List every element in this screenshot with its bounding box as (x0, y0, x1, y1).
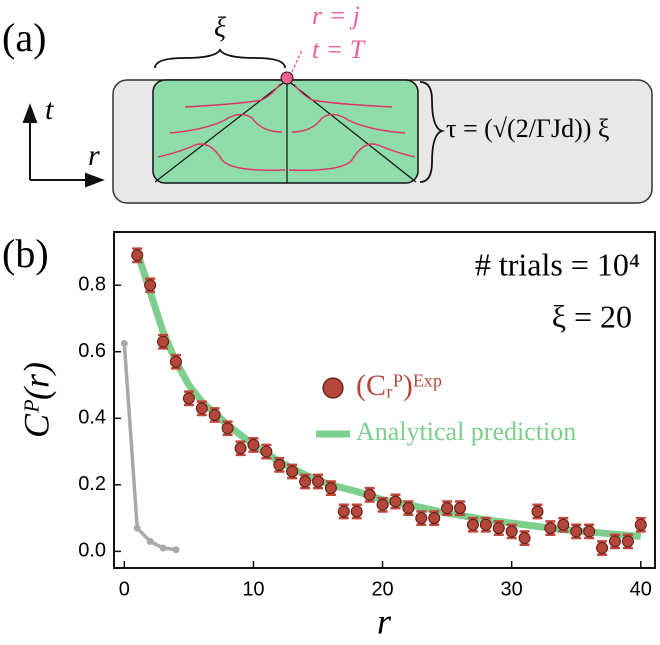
legend-label: (Cᵣᴾ)ᴱˣᵖ (356, 369, 442, 402)
annotation: # trials = 10⁴ (475, 246, 640, 282)
point (120, 339, 128, 347)
x-tick-label: 0 (119, 578, 130, 600)
point-label: t = T (312, 35, 366, 64)
r-axis-label: r (88, 139, 100, 172)
point (376, 498, 389, 511)
point (557, 518, 570, 531)
axes-arrows (22, 103, 105, 188)
point (159, 544, 167, 552)
point (570, 525, 583, 538)
line (122, 343, 177, 552)
point (146, 537, 154, 545)
point-label: r = j (312, 1, 360, 30)
target-point (280, 71, 294, 85)
tau-formula: τ = (√(2/ΓJd)) ξ (446, 114, 609, 143)
point (415, 512, 428, 525)
point (182, 392, 195, 405)
y-tick-label: 0.4 (78, 407, 106, 429)
point (324, 482, 337, 495)
point (195, 402, 208, 415)
y-axis-label: Cᴾ(r) (16, 362, 56, 438)
point (479, 518, 492, 531)
point (350, 505, 363, 518)
point (208, 408, 221, 421)
cone-lines (154, 79, 417, 183)
point (634, 518, 647, 531)
point (273, 458, 286, 471)
point (337, 505, 350, 518)
xi-brace (154, 48, 286, 69)
legend-label: Analytical prediction (356, 417, 576, 446)
point (133, 524, 141, 532)
point (299, 475, 312, 488)
point (234, 442, 247, 455)
x-axis-label: r (377, 601, 392, 641)
point (596, 542, 609, 555)
y-tick-label: 0.8 (78, 274, 106, 296)
point (260, 445, 273, 458)
point (441, 502, 454, 515)
point (247, 438, 260, 451)
y-tick-label: 0.0 (78, 540, 106, 562)
point (363, 488, 376, 501)
point (505, 525, 518, 538)
point (518, 532, 531, 545)
point (466, 518, 479, 531)
x-tick-label: 20 (371, 578, 393, 600)
light-cone-box (152, 79, 419, 184)
point (221, 422, 234, 435)
point (621, 535, 634, 548)
x-tick-label: 40 (630, 578, 652, 600)
point (428, 512, 441, 525)
point (286, 465, 299, 478)
point (454, 502, 467, 515)
y-tick-label: 0.6 (78, 340, 106, 362)
y-tick-label: 0.2 (78, 473, 106, 495)
wave-curves (157, 83, 416, 171)
point (144, 279, 157, 292)
legend-marker (322, 377, 344, 399)
point (172, 546, 180, 554)
point (402, 502, 415, 515)
point (157, 335, 170, 348)
t-axis-label: t (45, 93, 54, 126)
panel-label: (b) (2, 231, 49, 276)
pointer (291, 49, 303, 73)
point (544, 522, 557, 535)
point (131, 249, 144, 262)
panel-label: (a) (2, 15, 46, 60)
x-tick-label: 30 (501, 578, 523, 600)
plot-frame (113, 231, 656, 569)
point (531, 505, 544, 518)
tau-brace (419, 81, 446, 183)
annotation: ξ = 20 (552, 298, 632, 334)
point (312, 475, 325, 488)
point (608, 535, 621, 548)
point (169, 355, 182, 368)
point (583, 525, 596, 538)
x-tick-label: 10 (242, 578, 264, 600)
point (492, 522, 505, 535)
xi-label: ξ (214, 12, 226, 43)
point (389, 495, 402, 508)
